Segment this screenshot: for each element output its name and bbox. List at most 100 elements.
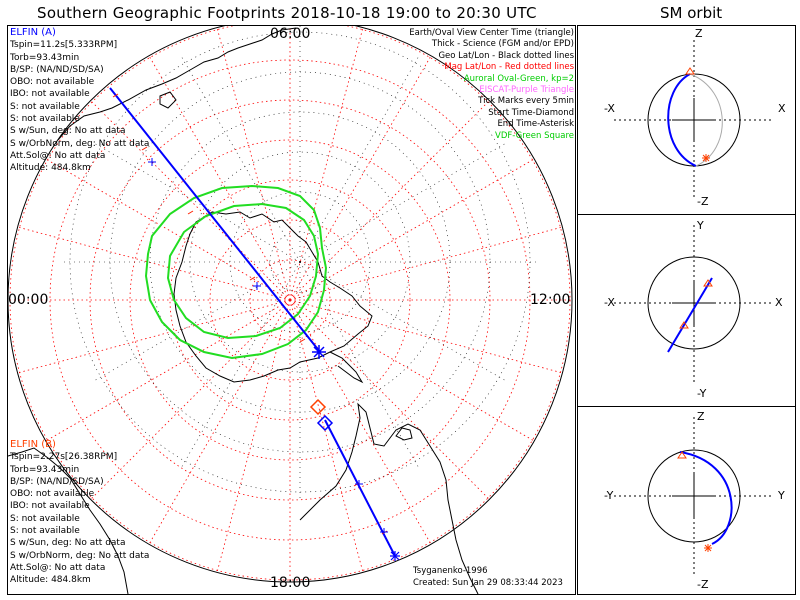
mag-longitude-line [289, 299, 432, 545]
elfin-b-info: ELFIN (B) Tspin=2.27s[26.38RPM] Torb=93.4… [10, 439, 149, 587]
sm2-top-label: Y [697, 219, 704, 232]
sm3-left-label: -Y [604, 489, 614, 502]
sm-panel-divider [577, 406, 796, 407]
sm1-bottom-label: -Z [697, 195, 709, 208]
mag-longitude-line [148, 299, 291, 545]
sm2-right-label: X [775, 296, 783, 309]
created-timestamp: Created: Sun Jan 29 08:33:44 2023 [413, 578, 563, 588]
legend-entry: Thick - Science (FGM and/or EPD) [431, 39, 574, 50]
legend-entry: Mag Lat/Lon - Red dotted lines [444, 62, 574, 73]
sm1-right-label: X [778, 102, 786, 115]
elfin-b-info-line: OBO: not available [10, 489, 95, 500]
geographic-grid [60, 26, 540, 502]
mag-longitude-line [289, 226, 563, 301]
clock-label-bottom: 18:00 [270, 575, 311, 591]
mag-longitude-line [17, 299, 291, 374]
antarctic-peninsula [329, 351, 364, 384]
sm1-left-label: -X [604, 102, 615, 115]
australia-coastline [57, 27, 297, 141]
mag-longitude-line [289, 27, 364, 301]
elfin-b-info-line: Torb=93.43min [10, 464, 80, 475]
elfin-b-title: ELFIN (B) [10, 439, 56, 450]
sm-orbit-title: SM orbit [660, 4, 723, 22]
elfin-a-track [109, 87, 321, 353]
mag-longitude-line [148, 55, 291, 301]
mag-longitude-line [45, 299, 291, 442]
geo-longitude-line [92, 141, 301, 263]
sm-orbit-frame [577, 25, 796, 595]
sm3-right-label: Y [778, 489, 785, 502]
mag-latitude-circle [129, 139, 451, 461]
elfin-b-info-line: S: not available [10, 526, 80, 537]
south-america-coastline [299, 402, 479, 594]
model-credit: Tsyganenko-1996 [413, 566, 488, 576]
end-time-asterisk-b [390, 551, 400, 561]
elfin-a-info-line: IBO: not available [10, 89, 90, 100]
sm1-top-label: Z [695, 27, 703, 40]
elfin-a-info-line: S: not available [10, 114, 80, 125]
elfin-a-info-line: Att.Sol@: No att data [10, 150, 106, 161]
clock-label-right: 12:00 [530, 292, 571, 308]
mag-longitude-line [216, 299, 291, 573]
geo-longitude-line [92, 261, 301, 383]
mag-longitude-line [216, 27, 291, 301]
elfin-b-ticks [112, 93, 388, 535]
geo-longitude-line [179, 261, 301, 470]
sm3-bottom-label: -Z [697, 578, 709, 591]
globe-outline [8, 26, 573, 583]
elfin-a-info-line: S w/OrbNorm, deg: No att data [10, 138, 150, 149]
legend-entry: VDF-Green Square [495, 130, 574, 141]
elfin-a-info-line: OBO: not available [10, 77, 95, 88]
mag-longitude-line [289, 100, 490, 301]
sm3-top-label: Z [697, 410, 705, 423]
elfin-b-info-line: S: not available [10, 513, 80, 524]
elfin-b-info-line: S w/Sun, deg: No att data [10, 538, 126, 549]
tasmania-coastline [159, 91, 177, 109]
mag-longitude-line [289, 299, 535, 442]
legend-entry: EISCAT-Purple Triangle [479, 85, 574, 96]
mag-longitude-line [17, 226, 291, 301]
elfin-a-info: ELFIN (A) Tspin=11.2s[5.333RPM] Torb=93.4… [10, 27, 149, 175]
mag-latitude-circle [249, 259, 331, 341]
africa-coastline [8, 447, 129, 594]
elfin-a-info-line: S w/Sun, deg: No att data [10, 126, 126, 137]
auroral-oval-outer [144, 184, 328, 360]
start-time-diamond-a [316, 414, 334, 432]
geo-longitude-line [299, 261, 508, 383]
elfin-b-info-line: B/SP: (NA/ND/SD/SA) [10, 476, 104, 487]
mag-longitude-line [90, 299, 291, 500]
geo-longitude-line [299, 54, 421, 263]
mag-longitude-line [289, 299, 490, 500]
falklands-coastline [395, 427, 413, 441]
elfin-b-info-line: Tspin=2.27s[26.38RPM] [10, 452, 118, 463]
elfin-a-info-line: B/SP: (NA/ND/SD/SA) [10, 64, 104, 75]
elfin-a-info-line: Altitude: 484.8km [10, 163, 91, 174]
mag-longitude-line [289, 55, 432, 301]
mag-latitude-circle [89, 99, 491, 501]
mag-longitude-line [289, 299, 364, 573]
legend-entry: Geo Lat/Lon - Black dotted lines [438, 50, 574, 61]
mag-longitude-line [289, 158, 535, 301]
legend-entry: Auroral Oval-Green, kp=2 [463, 73, 574, 84]
magnetic-grid [8, 26, 572, 582]
footprint-map-frame [7, 25, 576, 595]
legend-entry: Start Time-Diamond [488, 107, 574, 118]
elfin-a-info-line: S: not available [10, 101, 80, 112]
elfin-b-info-line: IBO: not available [10, 501, 90, 512]
elfin-a-info-line: Tspin=11.2s[5.333RPM] [10, 40, 118, 51]
mag-latitude-circle [209, 219, 371, 381]
clock-label-left: 00:00 [8, 292, 49, 308]
elfin-b-info-line: S w/OrbNorm, deg: No att data [10, 550, 150, 561]
elfin-b-info-line: Altitude: 484.8km [10, 575, 91, 586]
elfin-a-ticks [148, 158, 388, 536]
map-legend: Earth/Oval View Center Time (triangle) Th… [409, 28, 574, 142]
geo-longitude-line [299, 261, 421, 470]
mag-longitude-line [45, 158, 291, 301]
elfin-b-info-line: Att.Sol@: No att data [10, 562, 106, 573]
sm-panel-divider [577, 214, 796, 215]
auroral-oval-inner [166, 202, 320, 340]
clock-label-top: 06:00 [270, 26, 311, 42]
legend-entry: End Time-Asterisk [497, 119, 574, 130]
end-time-asterisk [312, 345, 326, 359]
